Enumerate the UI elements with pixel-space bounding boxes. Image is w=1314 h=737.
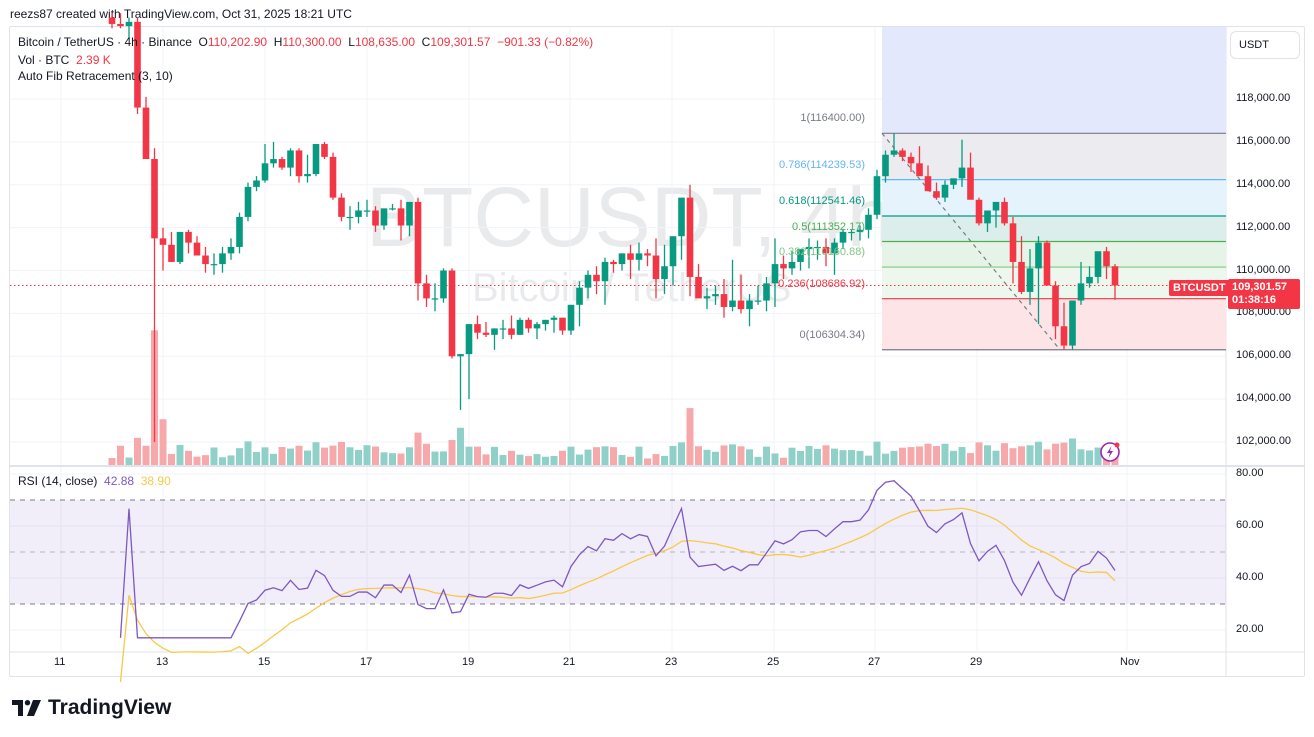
price-axis-label: 118,000.00 — [1236, 92, 1291, 104]
last-price: 109,301.57 — [1232, 281, 1288, 293]
fib-level-label: 0.382(110160.88) — [778, 246, 865, 259]
rsi-legend[interactable]: RSI (14, close) 42.88 38.90 — [18, 474, 171, 488]
price-axis-label: 114,000.00 — [1236, 177, 1291, 190]
brand-name: TradingView — [48, 696, 172, 719]
price-axis-label: 108,000.00 — [1236, 306, 1292, 319]
fib-level-label: 1(116400.00) — [800, 112, 865, 125]
lightning-icon[interactable] — [1099, 441, 1121, 463]
change-value: −901.33 (−0.82%) — [497, 35, 594, 49]
time-axis-label: 13 — [156, 656, 169, 668]
watermark-ticker: BTCUSDT, 4h — [366, 170, 894, 264]
price-axis-label: 110,000.00 — [1236, 263, 1291, 276]
symbol-name: Bitcoin / TetherUS · 4h · Binance — [18, 35, 192, 49]
rsi-axis-label: 80.00 — [1236, 467, 1264, 479]
fib-level-label: 0.236(108686.92) — [778, 277, 865, 290]
time-axis-label: 29 — [970, 656, 983, 668]
volume-value: 2.39 K — [76, 53, 111, 67]
fib-legend[interactable]: Auto Fib Retracement (3, 10) — [18, 69, 173, 83]
time-axis-label: 19 — [462, 656, 475, 668]
price-axis-label: 112,000.00 — [1236, 220, 1291, 233]
high-value: 110,300.00 — [282, 35, 342, 49]
chart-credit: reezs87 created with TradingView.com, Oc… — [10, 7, 352, 21]
time-axis-label: 27 — [868, 656, 881, 668]
open-value: 110,202.90 — [207, 35, 268, 49]
close-value: 109,301.57 — [430, 35, 491, 49]
time-axis-label: 11 — [54, 656, 66, 668]
rsi-axis-label: 40.00 — [1236, 571, 1264, 583]
last-price-tag: 109,301.57 01:38:16 — [1228, 279, 1300, 309]
fib-level-label: 0.786(114239.53) — [778, 158, 865, 171]
volume-legend: Vol · BTC 2.39 K — [18, 53, 111, 67]
tradingview-logo-icon — [12, 700, 41, 716]
time-axis-label: 23 — [665, 656, 678, 668]
currency-button[interactable]: USDT — [1230, 31, 1300, 59]
bar-countdown: 01:38:16 — [1232, 294, 1277, 306]
time-axis-label: Nov — [1120, 656, 1140, 668]
rsi-axis-label: 20.00 — [1236, 623, 1264, 635]
rsi-value: 42.88 — [104, 474, 135, 488]
fib-level-label: 0.5(111352.17) — [792, 220, 865, 233]
symbol-legend: Bitcoin / TetherUS · 4h · Binance O110,2… — [18, 35, 594, 49]
tradingview-logo[interactable]: TradingView — [12, 696, 171, 720]
time-axis-label: 15 — [258, 656, 271, 668]
fib-level-label: 0(106304.34) — [799, 328, 865, 341]
time-axis-label: 17 — [360, 656, 373, 668]
time-axis-label: 25 — [767, 656, 780, 668]
symbol-price-tag: BTCUSDT — [1169, 280, 1230, 296]
chart-frame — [9, 26, 1305, 677]
rsi-axis-label: 60.00 — [1236, 519, 1264, 531]
price-axis-label: 116,000.00 — [1236, 134, 1291, 147]
rsi-ma-value: 38.90 — [140, 474, 171, 488]
low-value: 108,635.00 — [354, 35, 415, 49]
price-axis-label: 102,000.00 — [1236, 435, 1292, 448]
price-axis-label: 104,000.00 — [1236, 392, 1292, 405]
price-axis-label: 106,000.00 — [1236, 349, 1292, 362]
fib-level-label: 0.618(112541.46) — [778, 195, 865, 208]
time-axis-label: 21 — [563, 656, 576, 668]
